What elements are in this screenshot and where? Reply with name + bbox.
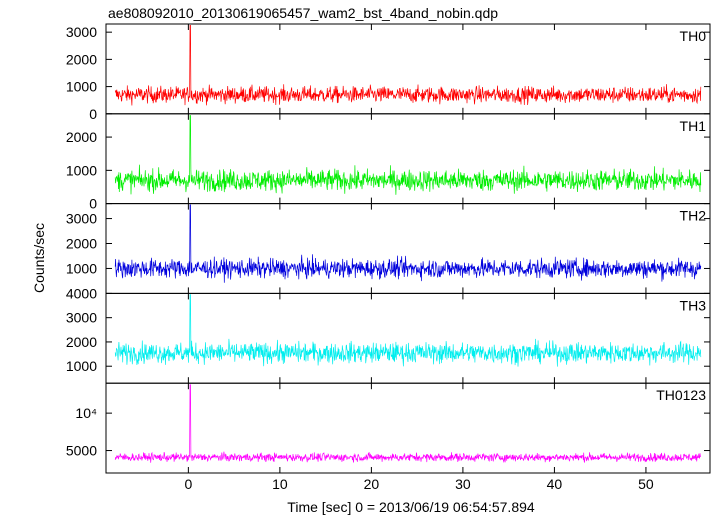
y-tick-label: 0 — [89, 196, 97, 212]
chart-panels: TH0 0 1000 2000 3000 TH1 0 1000 2000 TH2 1000 2000 3… — [66, 23, 711, 474]
x-tick-label: 40 — [547, 476, 563, 492]
x-axis-label: Time [sec] 0 = 2013/06/19 06:54:57.894 — [287, 499, 535, 515]
y-tick-label: 1000 — [66, 79, 97, 95]
series-label: TH2 — [680, 208, 707, 224]
panel-th3: TH3 1000 2000 3000 4000 — [66, 285, 711, 384]
x-tick-label: 10 — [272, 476, 288, 492]
y-tick-label: 3000 — [66, 310, 97, 326]
series-line-th2 — [114, 204, 702, 283]
y-tick-label: 1000 — [66, 358, 97, 374]
y-tick-label: 10⁴ — [75, 405, 97, 421]
x-tick-label: 20 — [364, 476, 380, 492]
x-tick-label: 30 — [455, 476, 471, 492]
panel-frame — [105, 382, 711, 474]
y-tick-label: 3000 — [66, 24, 97, 40]
panel-frame — [105, 203, 711, 294]
y-tick-label: 1000 — [66, 162, 97, 178]
x-tick-label: 0 — [184, 476, 192, 492]
panel-th1: TH1 0 1000 2000 — [66, 113, 711, 212]
x-tick-label: 50 — [638, 476, 654, 492]
y-axis-label: Counts/sec — [31, 223, 47, 293]
series-line-th0123 — [114, 384, 702, 463]
series-line-th3 — [114, 294, 702, 367]
y-tick-label: 2000 — [66, 51, 97, 67]
series-label: TH1 — [680, 118, 707, 134]
y-tick-label: 2000 — [66, 236, 97, 252]
panel-frame — [105, 292, 711, 384]
y-tick-label: 2000 — [66, 334, 97, 350]
x-axis: 0 10 20 30 40 50 — [184, 476, 653, 492]
series-line-th1 — [114, 115, 702, 195]
panel-th2: TH2 1000 2000 3000 — [66, 203, 711, 294]
panel-frame — [105, 113, 711, 205]
y-tick-label: 1000 — [66, 260, 97, 276]
series-line-th0 — [114, 25, 702, 106]
chart-title: ae808092010_20130619065457_wam2_bst_4ban… — [108, 5, 498, 21]
y-tick-label: 4000 — [66, 285, 97, 301]
y-tick-label: 0 — [89, 106, 97, 122]
y-tick-label: 2000 — [66, 129, 97, 145]
series-label: TH0 — [680, 28, 707, 44]
panel-th0123: TH0123 5000 10⁴ — [66, 382, 711, 474]
panel-th0: TH0 0 1000 2000 3000 — [66, 23, 711, 122]
y-tick-label: 5000 — [66, 443, 97, 459]
y-tick-label: 3000 — [66, 211, 97, 227]
series-label: TH3 — [680, 297, 707, 313]
series-label: TH0123 — [656, 387, 706, 403]
